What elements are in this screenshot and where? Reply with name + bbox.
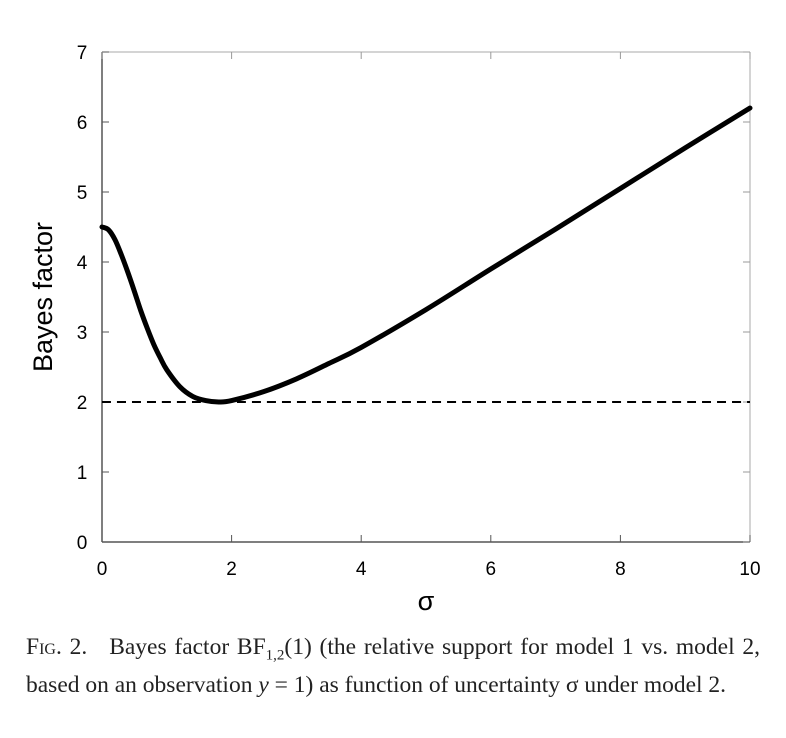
y-tick-label: 6 [77,113,88,134]
series-layer [99,105,753,405]
bayes-factor-chart: 0 1 2 3 4 5 6 7 0 2 4 6 8 10 Bayes factor σ [28,43,761,616]
axis-ticks: 0 1 2 3 4 5 6 7 0 2 4 6 8 10 [77,43,761,580]
x-tick-label: 4 [356,559,367,580]
bayes-factor-curve [99,105,753,405]
caption-label: Fig. 2. [26,634,88,660]
x-tick-label: 8 [615,559,626,580]
y-tick-label: 0 [77,533,88,554]
x-tick-label: 6 [486,559,497,580]
x-tick-label: 0 [97,559,108,580]
caption-text-3: = 1) as function of uncertainty σ under … [268,671,727,698]
figure-caption: Fig. 2. Bayes factor BF1,2(1) (the relati… [26,633,760,700]
x-axis-label: σ [418,586,435,616]
y-tick-label: 4 [77,253,88,274]
x-tick-label: 2 [226,559,237,580]
caption-text-1: Bayes factor BF [109,634,266,660]
x-tick-label: 10 [739,559,760,580]
y-tick-label: 1 [77,463,88,484]
caption-subscript: 1,2 [265,647,285,664]
y-axis-label: Bayes factor [28,222,58,372]
plot-frame [101,51,751,543]
caption-text-2: (1) (the relative support for model 1 vs… [26,634,761,698]
y-tick-label: 5 [77,183,88,204]
caption-var: y [258,671,269,698]
y-tick-label: 2 [77,393,88,414]
y-tick-label: 3 [77,323,88,344]
y-tick-label: 7 [77,43,88,64]
